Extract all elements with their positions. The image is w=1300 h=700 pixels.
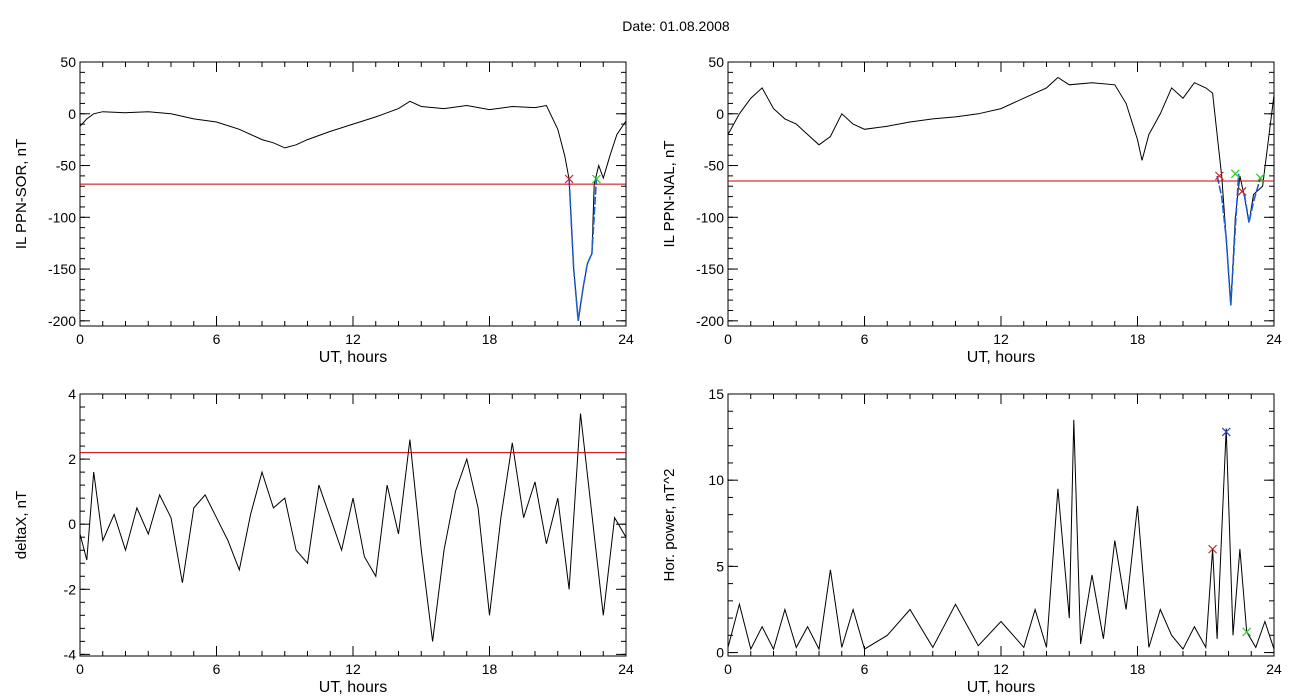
- x-tick-label: 12: [345, 661, 361, 677]
- marker-red-1: [1208, 544, 1217, 554]
- y-tick-label: -50: [56, 158, 76, 174]
- x-tick-label: 12: [993, 331, 1009, 347]
- y-tick-label: 0: [716, 645, 724, 661]
- y-tick-label: -50: [704, 158, 724, 174]
- marker-stroke: [564, 174, 574, 184]
- y-tick-label: 50: [708, 54, 724, 70]
- marker-red-1: [564, 174, 574, 184]
- event-segment-2: [1243, 177, 1262, 223]
- plot-area: [80, 413, 626, 642]
- y-tick-label: -4: [64, 646, 77, 662]
- plot-frame: [727, 393, 1275, 657]
- y-axis-label: deltaX, nT: [13, 491, 30, 559]
- y-tick-label: -150: [48, 261, 76, 277]
- y-tick-label: -200: [48, 313, 76, 329]
- x-tick-label: 12: [345, 331, 361, 347]
- marker-stroke: [1255, 173, 1265, 183]
- marker-red-1: [1214, 171, 1224, 181]
- marker-stroke: [592, 174, 601, 184]
- y-tick-label: 50: [60, 54, 76, 70]
- series-line-1: [728, 419, 1274, 651]
- y-axis-label: Hor. power, nT^2: [661, 469, 678, 582]
- panel-top-right: 0 6 12 18 24 50 0 -50 -100 -150 -200 UT, hours IL PP…: [661, 54, 1282, 366]
- y-tick-label: -200: [696, 313, 724, 329]
- marker-stroke: [1230, 169, 1240, 179]
- panel-bottom-right: 0 6 12 18 24 15 10 5 0 UT, hours Hor. power, nT^2: [661, 386, 1282, 696]
- x-tick-label: 24: [1266, 331, 1282, 347]
- marker-stroke: [1208, 544, 1217, 554]
- y-tick-label: 0: [716, 106, 724, 122]
- plot-area: [80, 100, 626, 321]
- event-segment-1: [1216, 173, 1240, 306]
- y-tick-label: 4: [68, 386, 76, 402]
- y-tick-label: 15: [708, 386, 724, 402]
- marker-green-2: [1230, 169, 1240, 179]
- marker-green-4: [1255, 173, 1265, 183]
- x-axis-label: UT, hours: [967, 349, 1035, 366]
- x-tick-label: 6: [861, 331, 869, 347]
- x-axis-label: UT, hours: [319, 679, 387, 696]
- marker-green-2: [592, 174, 601, 184]
- y-axis-label: IL PPN-NAL, nT: [661, 141, 678, 248]
- marker-stroke: [1242, 627, 1252, 637]
- x-axis-label: UT, hours: [319, 349, 387, 366]
- marker-stroke: [1221, 427, 1231, 437]
- x-tick-label: 0: [76, 331, 84, 347]
- marker-green-3: [1242, 627, 1252, 637]
- x-axis-label: UT, hours: [967, 679, 1035, 696]
- marker-stroke: [1237, 186, 1247, 196]
- x-tick-label: 6: [213, 331, 221, 347]
- y-tick-label: -100: [48, 209, 76, 225]
- panel-top-left: 0 6 12 18 24 50 0 -50 -100 -150 -200 UT, hours IL PP…: [13, 54, 634, 366]
- panel-bottom-left: 0 6 12 18 24 4 2 0 -2 -4 UT, hours deltaX, nT: [13, 386, 634, 696]
- series-line-1: [80, 413, 626, 642]
- x-tick-label: 0: [724, 331, 732, 347]
- y-tick-label: 5: [716, 558, 724, 574]
- marker-red-3: [1237, 186, 1247, 196]
- y-tick-label: -2: [64, 581, 77, 597]
- y-tick-label: -100: [696, 209, 724, 225]
- series-line-1: [80, 100, 626, 321]
- plot-frame: [727, 61, 1275, 327]
- x-tick-label: 0: [724, 661, 732, 677]
- x-tick-label: 0: [76, 661, 84, 677]
- plot-area: [728, 76, 1274, 306]
- y-tick-label: 0: [68, 106, 76, 122]
- x-tick-label: 18: [1130, 331, 1146, 347]
- marker-blue-2: [1221, 427, 1231, 437]
- plot-frame: [79, 61, 627, 327]
- plot-area: [728, 419, 1274, 651]
- x-tick-label: 24: [618, 331, 634, 347]
- x-tick-label: 6: [861, 661, 869, 677]
- x-tick-label: 24: [1266, 661, 1282, 677]
- plot-frame: [79, 393, 627, 657]
- y-tick-label: 10: [708, 472, 724, 488]
- y-tick-label: 2: [68, 451, 76, 467]
- y-tick-label: 0: [68, 516, 76, 532]
- y-tick-label: -150: [696, 261, 724, 277]
- x-tick-label: 24: [618, 661, 634, 677]
- x-tick-label: 18: [482, 331, 498, 347]
- x-tick-label: 6: [213, 661, 221, 677]
- series-line-1: [728, 76, 1274, 306]
- x-tick-label: 12: [993, 661, 1009, 677]
- x-tick-label: 18: [482, 661, 498, 677]
- chart-date-title: Date: 01.08.2008: [622, 18, 730, 34]
- event-segment-1: [568, 178, 598, 321]
- y-axis-label: IL PPN-SOR, nT: [13, 139, 30, 249]
- marker-stroke: [1214, 171, 1224, 181]
- x-tick-label: 18: [1130, 661, 1146, 677]
